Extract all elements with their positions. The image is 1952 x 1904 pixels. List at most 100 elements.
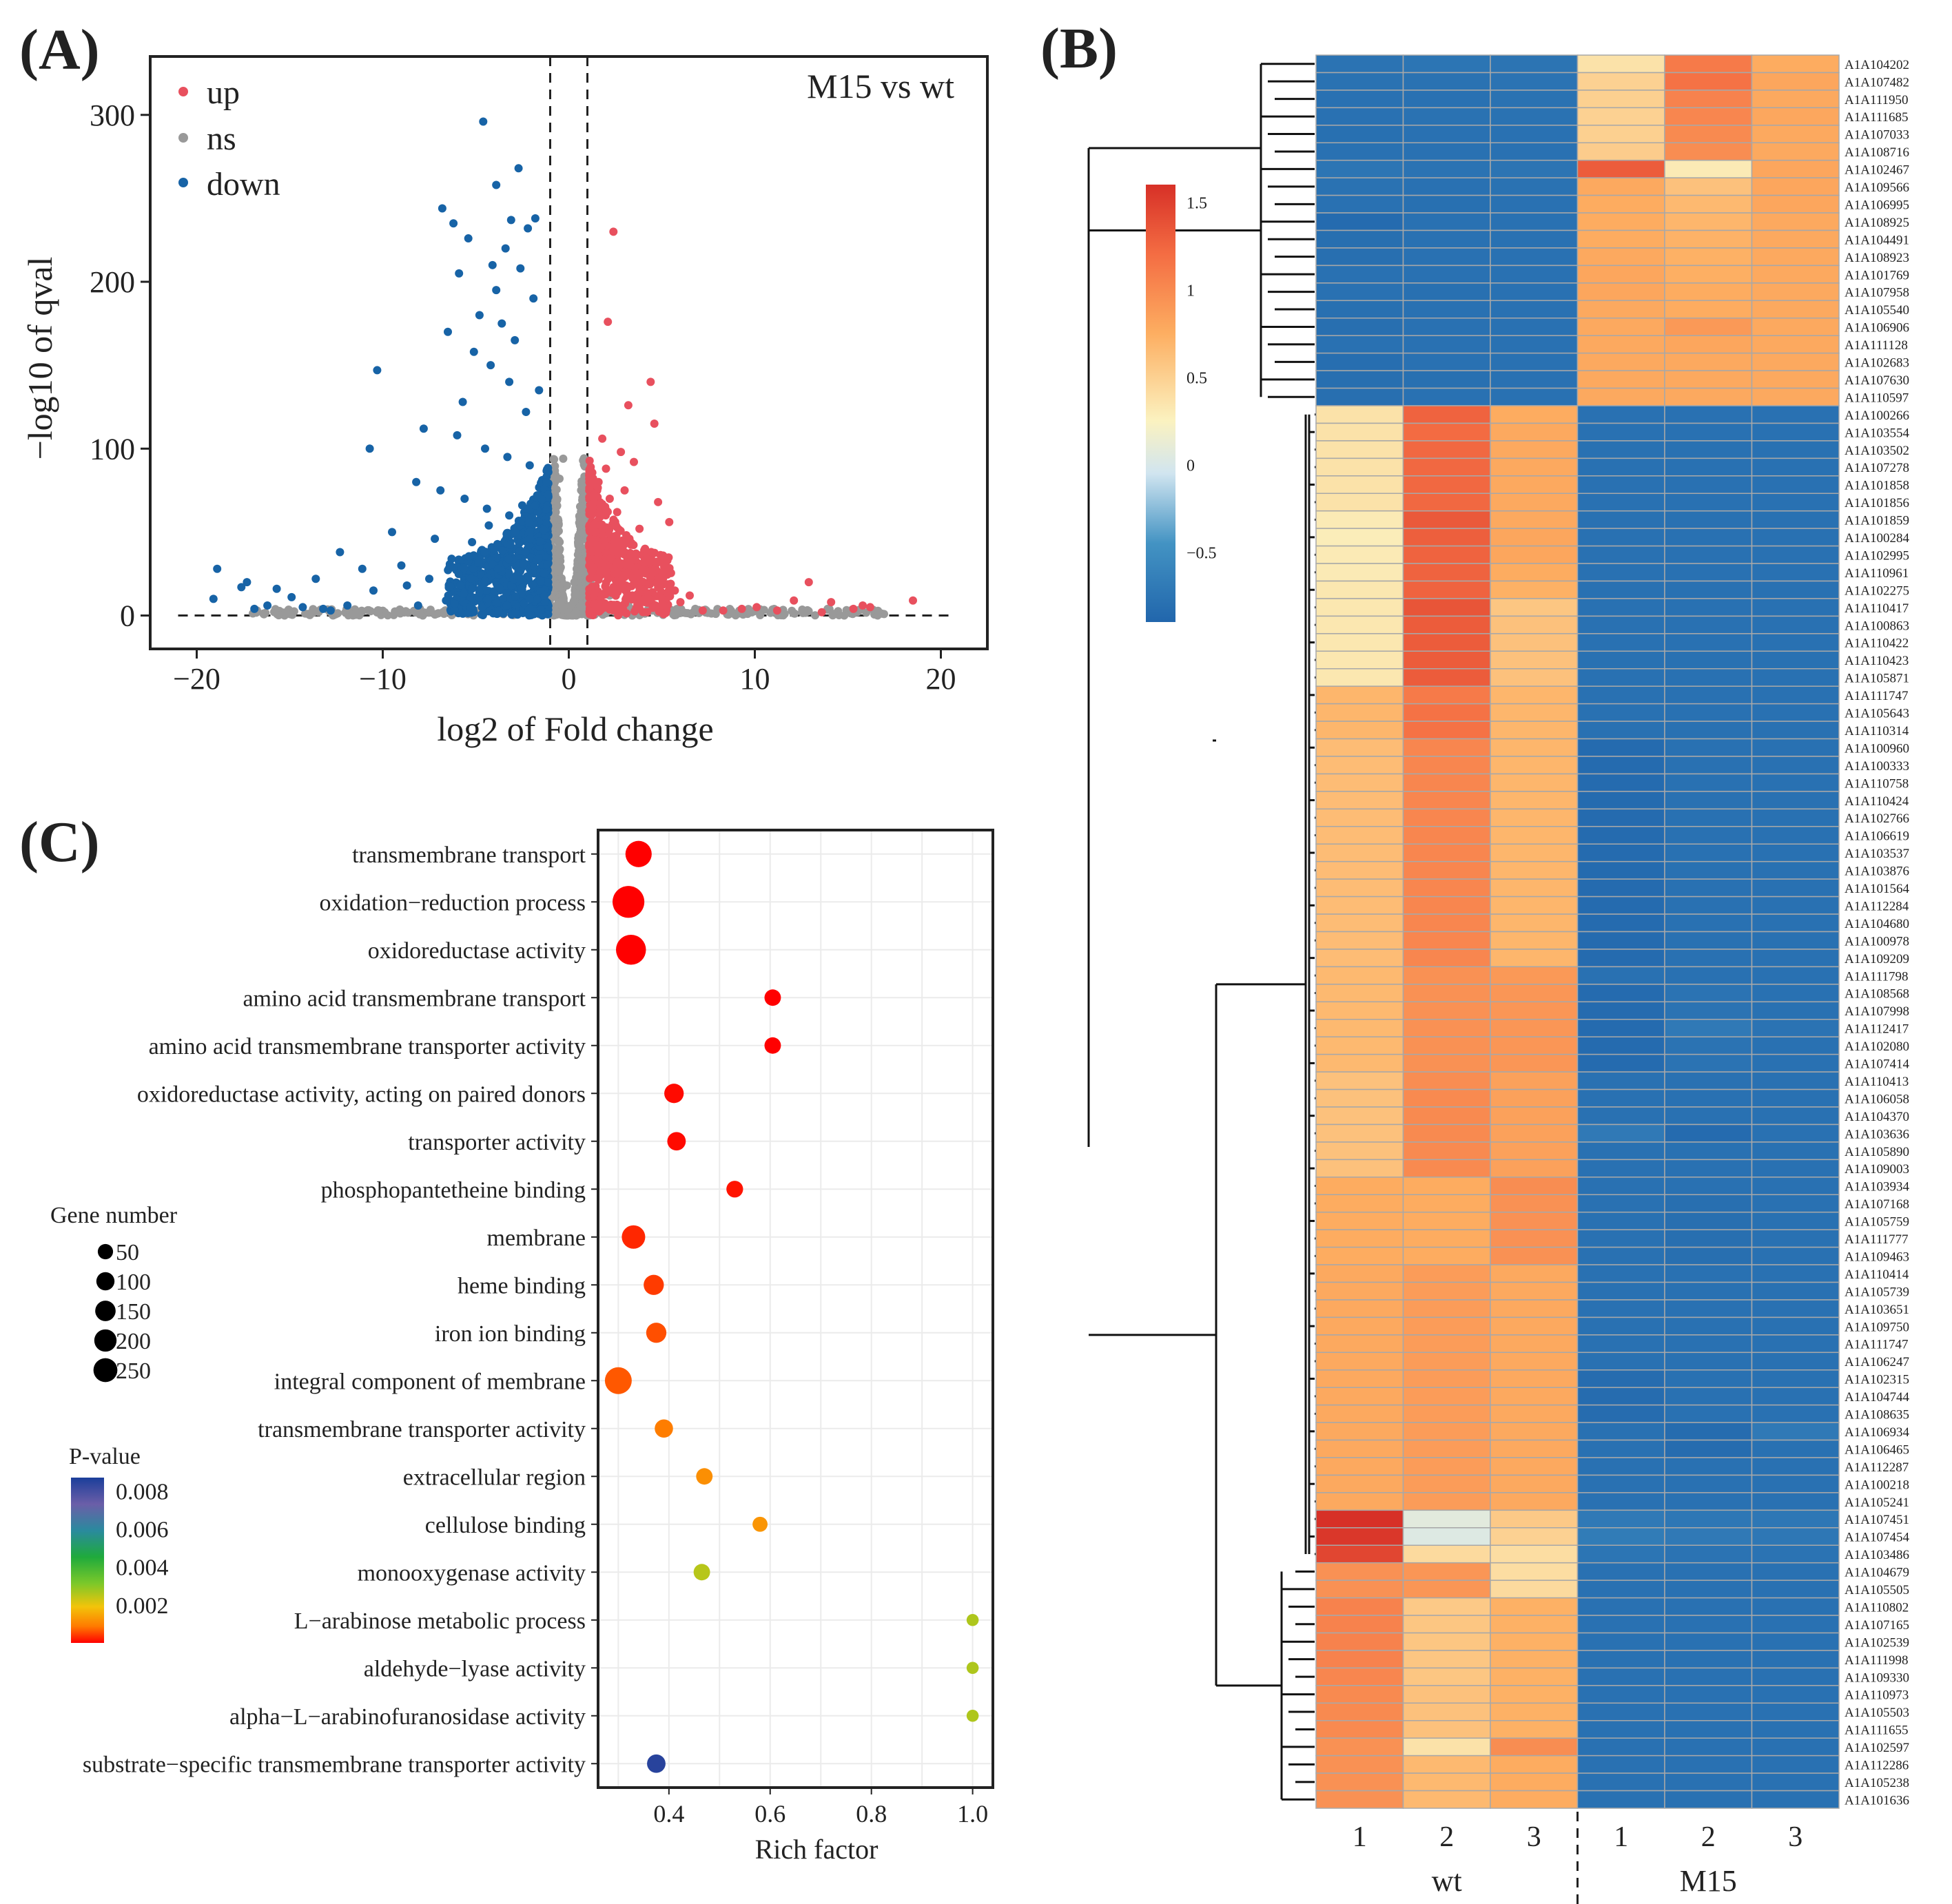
heatmap-row-label: A1A111950 — [1845, 93, 1909, 107]
heatmap-cell — [1576, 54, 1665, 74]
heatmap-cell — [1751, 1404, 1840, 1423]
legend-ns-label: ns — [207, 121, 236, 157]
heatmap-row-label: A1A111798 — [1845, 969, 1909, 984]
heatmap-cell — [1315, 984, 1404, 1003]
heatmap-cell — [1576, 1001, 1665, 1020]
heatmap-cell — [1402, 1053, 1491, 1073]
ns-point — [788, 606, 797, 615]
gene-number-legend-marker — [93, 1358, 118, 1383]
heatmap-cell — [1490, 791, 1579, 810]
heatmap-cell — [1751, 422, 1840, 442]
heatmap-row-label: A1A107168 — [1845, 1197, 1909, 1212]
up-point — [827, 598, 836, 607]
heatmap-cell — [1576, 1387, 1665, 1406]
ns-point — [274, 611, 283, 620]
up-point — [666, 592, 675, 601]
heatmap-cell — [1490, 352, 1579, 371]
up-point — [676, 598, 685, 607]
down-point — [542, 466, 551, 475]
heatmap-cell — [1751, 1071, 1840, 1090]
heatmap-cell — [1751, 1316, 1840, 1336]
heatmap-cell — [1315, 352, 1404, 371]
heatmap-cell — [1315, 931, 1404, 950]
heatmap-cell — [1315, 598, 1404, 617]
ns-point — [828, 610, 837, 619]
heatmap-cell — [1402, 528, 1491, 547]
volcano-ytick-label: 0 — [120, 599, 135, 633]
up-point — [719, 606, 728, 615]
up-point — [772, 606, 781, 615]
down-point — [517, 583, 526, 592]
heatmap-row-label: A1A105890 — [1845, 1145, 1909, 1159]
up-point — [698, 606, 707, 615]
heatmap-cell — [1751, 1737, 1840, 1757]
down-point — [213, 564, 222, 573]
down-point — [336, 548, 345, 557]
heatmap-cell — [1576, 756, 1665, 775]
heatmap-cell — [1315, 1685, 1404, 1704]
heatmap-cell — [1402, 1141, 1491, 1161]
heatmap-cell — [1576, 300, 1665, 319]
heatmap-row-label: A1A106995 — [1845, 198, 1909, 212]
heatmap-cell — [1576, 1177, 1665, 1196]
heatmap-cell — [1576, 405, 1665, 424]
up-point — [612, 570, 621, 579]
heatmap-row-label: A1A102315 — [1845, 1373, 1909, 1387]
heatmap-cell — [1315, 1544, 1404, 1564]
heatmap-cell — [1490, 1106, 1579, 1126]
heatmap-cell — [1576, 282, 1665, 302]
heatmap-cell — [1751, 860, 1840, 880]
heatmap-cell — [1490, 1369, 1579, 1388]
heatmap-cell — [1664, 72, 1753, 91]
heatmap-cell — [1315, 896, 1404, 915]
heatmap-row-label: A1A107165 — [1845, 1618, 1909, 1633]
down-point — [468, 584, 477, 593]
heatmap-cell — [1576, 1790, 1665, 1809]
heatmap-cell — [1751, 878, 1840, 898]
heatmap-row-label: A1A100978 — [1845, 934, 1909, 949]
heatmap-row-label: A1A108923 — [1845, 251, 1909, 265]
heatmap-cell — [1576, 457, 1665, 477]
up-point — [590, 589, 599, 598]
heatmap-cell — [1402, 54, 1491, 74]
heatmap-cell — [1490, 422, 1579, 442]
down-point — [511, 592, 520, 601]
heatmap-row-label: A1A108925 — [1845, 216, 1909, 230]
heatmap-cell — [1315, 545, 1404, 564]
heatmap-cell — [1402, 194, 1491, 214]
heatmap-cell — [1576, 1632, 1665, 1651]
up-point — [598, 499, 607, 508]
heatmap-cell — [1402, 510, 1491, 529]
heatmap-cell — [1576, 1474, 1665, 1493]
heatmap-cell — [1664, 54, 1753, 74]
go-bubble — [667, 1132, 686, 1151]
heatmap-cell — [1402, 843, 1491, 862]
up-point — [626, 561, 635, 570]
heatmap-cell — [1402, 615, 1491, 634]
heatmap-cell — [1751, 1509, 1840, 1529]
heatmap-cell — [1402, 878, 1491, 898]
heatmap-cell — [1315, 1702, 1404, 1721]
go-xtick-label: 1.0 — [957, 1800, 988, 1828]
down-point — [511, 335, 520, 344]
heatmap-cell — [1315, 194, 1404, 214]
heatmap-cell — [1576, 1299, 1665, 1318]
heatmap-cell — [1576, 860, 1665, 880]
heatmap-cell — [1751, 1019, 1840, 1037]
heatmap-cell — [1751, 1194, 1840, 1213]
heatmap-row-label: A1A107998 — [1845, 1004, 1909, 1019]
heatmap-cell — [1751, 843, 1840, 862]
heatmap-cell — [1664, 1194, 1753, 1213]
heatmap-cell — [1664, 1334, 1753, 1354]
heatmap-cell — [1751, 177, 1840, 196]
heatmap-cell — [1402, 177, 1491, 196]
heatmap-cell — [1751, 387, 1840, 406]
heatmap-cell — [1576, 1053, 1665, 1073]
down-point — [497, 546, 506, 555]
heatmap-row-label: A1A109750 — [1845, 1320, 1909, 1334]
heatmap-cell — [1576, 966, 1665, 985]
heatmap-cell — [1490, 318, 1579, 336]
heatmap-cell — [1402, 931, 1491, 950]
pvalue-legend-tick: 0.002 — [116, 1593, 169, 1619]
heatmap-cell — [1751, 405, 1840, 424]
